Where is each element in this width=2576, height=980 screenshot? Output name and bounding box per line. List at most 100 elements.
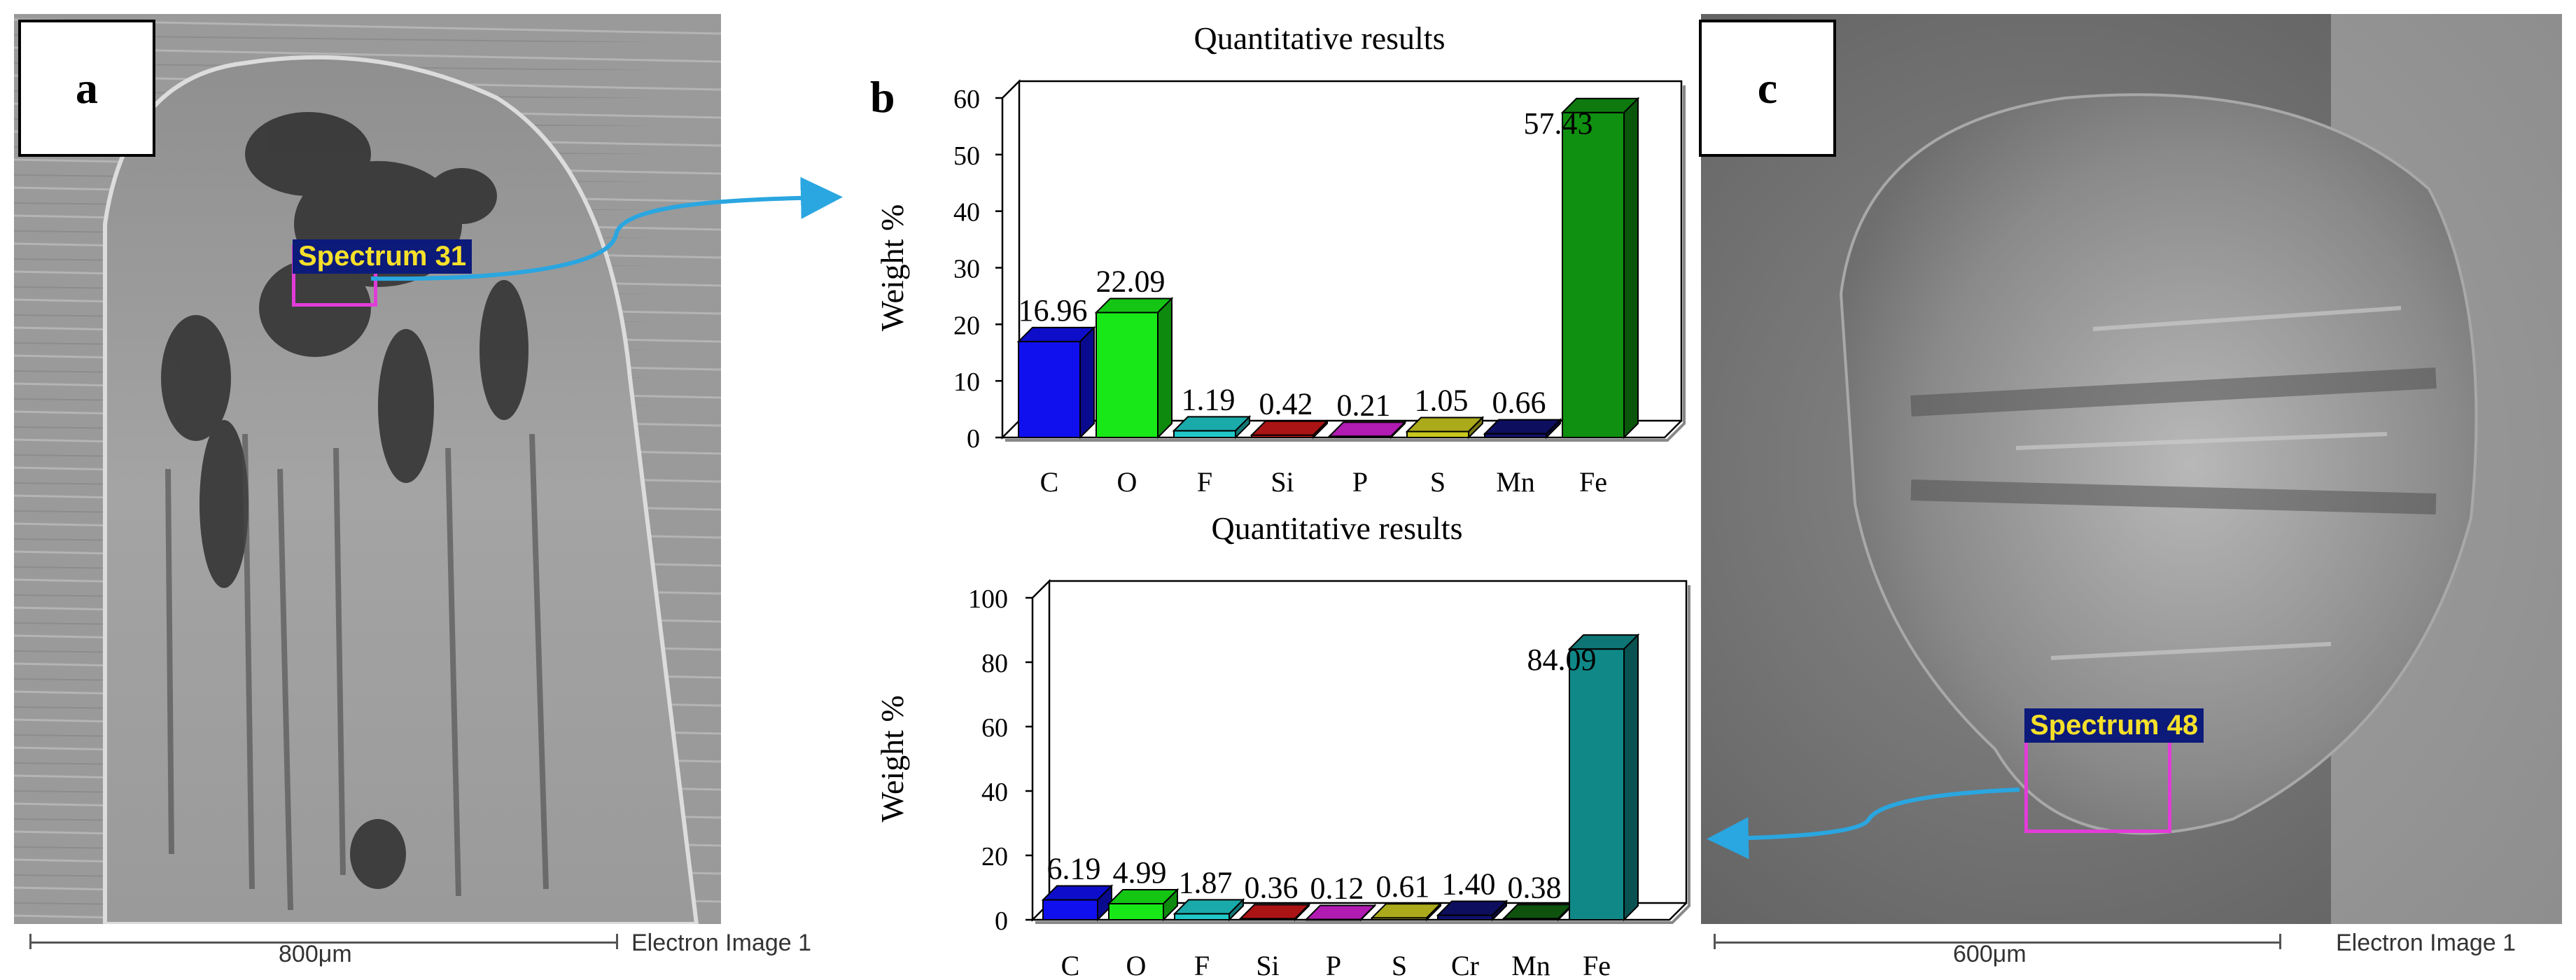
- chart-category-label-si: Si: [1256, 950, 1279, 980]
- chart-y-tick-label: 0: [995, 906, 1008, 936]
- chart-value-label-p: 0.21: [1337, 388, 1391, 422]
- scale-text-a: 800μm: [279, 941, 352, 967]
- chart-y-tick-label: 40: [953, 198, 980, 227]
- chart-y-tick-label: 20: [953, 311, 980, 340]
- chart-value-label-f: 1.19: [1182, 382, 1236, 416]
- chart-bar-fe: [1562, 111, 1625, 438]
- chart-category-label-o: O: [1126, 950, 1147, 980]
- chart-category-label-cr: Cr: [1451, 950, 1479, 980]
- chart-frame-shadow: [1005, 85, 1686, 442]
- chart-bar-side-fe: [1623, 97, 1639, 440]
- chart-bar-side-s: [1426, 902, 1441, 922]
- panel-label-a: a: [18, 20, 155, 157]
- sem-image-c: [1701, 14, 2562, 924]
- arrow-a-to-b: [370, 176, 843, 281]
- chart-category-label-fe: Fe: [1583, 950, 1611, 980]
- chart-value-label-o: 22.09: [1096, 264, 1166, 298]
- panel-label-b: b: [870, 72, 895, 122]
- scale-bar-a-left-tick: [29, 934, 31, 949]
- scale-bar-a: [29, 941, 617, 944]
- chart-side-wall: [1001, 78, 1021, 440]
- chart-y-label: Weight %: [874, 695, 910, 822]
- chart-bar-side-o: [1157, 297, 1172, 440]
- chart-value-label-c: 16.96: [1018, 293, 1088, 328]
- chart-back-wall: [1049, 580, 1688, 904]
- chart-frame-shadow: [1035, 585, 1690, 924]
- chart-y-tick-label: 50: [953, 141, 980, 171]
- chart-back-wall: [1019, 80, 1683, 422]
- chart-y-tick-label: 60: [981, 713, 1008, 743]
- chart-y-tick-label: 0: [967, 424, 980, 454]
- chart-category-label-f: F: [1197, 466, 1212, 498]
- chart-y-tick-label: 30: [953, 255, 980, 284]
- chart-category-label-si: Si: [1270, 466, 1294, 498]
- chart-value-label-mn: 0.38: [1508, 870, 1562, 904]
- chart-category-label-fe: Fe: [1579, 466, 1607, 498]
- chart-bottom: Quantitative results Weight % 0 20 40 60 80 100…: [874, 510, 1690, 980]
- arrow-c-to-b: [1707, 788, 2020, 860]
- image-label-a: Electron Image 1: [631, 930, 812, 956]
- chart-y-tick-label: 60: [953, 85, 980, 114]
- chart-y-tick-label: 20: [981, 842, 1008, 872]
- chart-bar-side-s: [1468, 416, 1483, 440]
- chart-bar-side-fe: [1623, 633, 1639, 922]
- scale-bar-c: [1714, 941, 2281, 944]
- scale-bar-a-right-tick: [616, 934, 618, 949]
- chart-category-label-f: F: [1194, 950, 1210, 980]
- chart-title: Quantitative results: [1212, 510, 1463, 546]
- chart-category-label-s: S: [1430, 466, 1446, 498]
- chart-bar-side-p: [1360, 904, 1376, 922]
- chart-bar-f: [1174, 913, 1230, 920]
- chart-bar-side-cr: [1492, 899, 1507, 922]
- chart-category-label-s: S: [1392, 950, 1407, 980]
- chart-value-label-o: 4.99: [1113, 855, 1167, 890]
- chart-value-label-mn: 0.66: [1492, 386, 1546, 420]
- chart-bar-side-p: [1390, 420, 1406, 440]
- chart-category-label-o: O: [1117, 466, 1138, 498]
- chart-bar-side-f: [1228, 897, 1244, 922]
- scale-bar-c-left-tick: [1714, 934, 1716, 949]
- chart-bar-side-f: [1235, 414, 1250, 440]
- chart-value-label-f: 1.87: [1179, 865, 1233, 899]
- chart-value-label-fe: 84.09: [1527, 643, 1597, 677]
- panel-label-c: c: [1699, 20, 1836, 157]
- chart-top: Quantitative results Weight % 0 10 20 30 40 50 6…: [874, 20, 1686, 498]
- spectrum-48-label: Spectrum 48: [2024, 708, 2204, 743]
- chart-value-label-s: 0.61: [1376, 869, 1430, 904]
- chart-bar-side-o: [1163, 888, 1178, 922]
- chart-y-label: Weight %: [874, 204, 910, 332]
- chart-category-label-mn: Mn: [1511, 950, 1550, 980]
- chart-category-label-c: C: [1040, 466, 1059, 498]
- chart-bar-c: [1042, 899, 1098, 920]
- sem-image-a-drawing: [14, 14, 721, 924]
- chart-value-label-p: 0.12: [1310, 871, 1364, 905]
- chart-bar-o: [1108, 903, 1164, 921]
- chart-bar-side-si: [1312, 419, 1328, 440]
- chart-value-label-c: 6.19: [1047, 852, 1101, 886]
- scale-bar-c-right-tick: [2279, 934, 2281, 949]
- image-label-c: Electron Image 1: [2336, 930, 2516, 956]
- chart-category-label-p: P: [1352, 466, 1368, 498]
- chart-category-label-c: C: [1061, 950, 1080, 980]
- chart-category-label-mn: Mn: [1496, 466, 1535, 498]
- spectrum-31-label: Spectrum 31: [293, 239, 472, 274]
- chart-bar-side-mn: [1546, 418, 1561, 440]
- chart-bar-f: [1173, 430, 1236, 439]
- chart-value-label-s: 1.05: [1415, 384, 1469, 418]
- chart-value-label-si: 0.42: [1259, 387, 1313, 421]
- sem-image-c-drawing: [1701, 14, 2562, 924]
- chart-bar-fe: [1569, 648, 1625, 920]
- chart-value-label-cr: 1.40: [1442, 867, 1496, 902]
- chart-y-tick-label: 10: [953, 368, 980, 397]
- chart-title: Quantitative results: [1194, 20, 1446, 56]
- chart-category-label-p: P: [1326, 950, 1341, 980]
- chart-bar-s: [1406, 430, 1469, 439]
- chart-y-tick-label: 100: [968, 584, 1008, 614]
- chart-y-tick-label: 80: [981, 649, 1008, 678]
- chart-value-label-si: 0.36: [1245, 870, 1298, 904]
- chart-bar-top-p: [1304, 904, 1377, 920]
- chart-value-label-fe: 57.43: [1524, 106, 1593, 141]
- scale-text-c: 600μm: [1953, 941, 2026, 967]
- chart-bar-c: [1018, 340, 1081, 439]
